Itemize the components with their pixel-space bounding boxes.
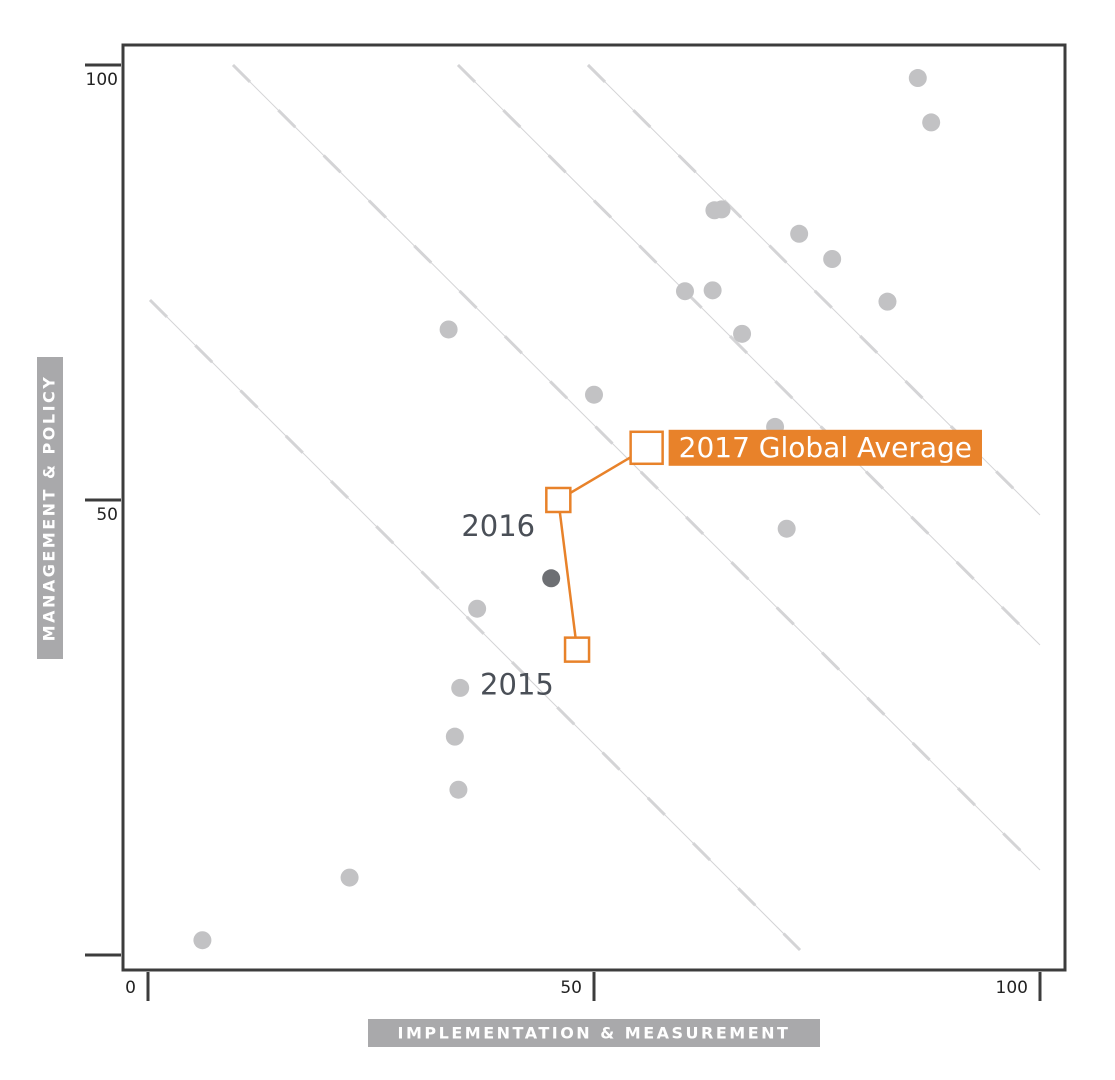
trajectory-point	[629, 430, 664, 466]
point	[468, 599, 487, 618]
x-tick-label: 100	[996, 978, 1028, 998]
point	[585, 385, 603, 404]
trajectory-point	[545, 486, 572, 514]
point	[823, 250, 842, 268]
y-axis-label: MANAGEMENT & POLICY	[40, 375, 59, 642]
point-label: 2017 Global Average	[679, 431, 972, 464]
y-tick-label: 50	[96, 505, 118, 525]
iso-line-dash	[456, 63, 1042, 647]
point	[908, 69, 927, 88]
iso-line-dash	[148, 298, 802, 952]
iso-lines	[148, 63, 1042, 952]
x-tick-label: 50	[560, 978, 582, 998]
point	[703, 281, 722, 300]
y-label-box	[37, 357, 63, 659]
point	[922, 113, 941, 132]
point-label: 2015	[480, 668, 554, 702]
plot-frame	[121, 43, 1067, 972]
label-box	[668, 429, 982, 466]
point	[451, 678, 470, 697]
point	[193, 931, 212, 950]
trajectory-line	[556, 446, 648, 650]
point	[340, 868, 359, 887]
x-label-box	[368, 1019, 820, 1047]
x-axis-label: IMPLEMENTATION & MEASUREMENT	[398, 1024, 791, 1043]
point	[777, 519, 796, 538]
y-tick-label: 100	[86, 70, 118, 90]
iso-line	[457, 64, 1041, 646]
point	[445, 727, 464, 746]
point	[439, 320, 458, 339]
iso-line	[232, 64, 1041, 871]
point-label: 2016	[461, 509, 535, 543]
point	[878, 292, 897, 311]
point	[712, 200, 731, 219]
x-tick-label: 0	[125, 978, 136, 998]
trajectory-point	[563, 636, 591, 663]
point	[449, 780, 468, 799]
point	[675, 282, 694, 301]
point	[790, 224, 809, 243]
point	[733, 324, 752, 343]
point	[542, 569, 561, 588]
